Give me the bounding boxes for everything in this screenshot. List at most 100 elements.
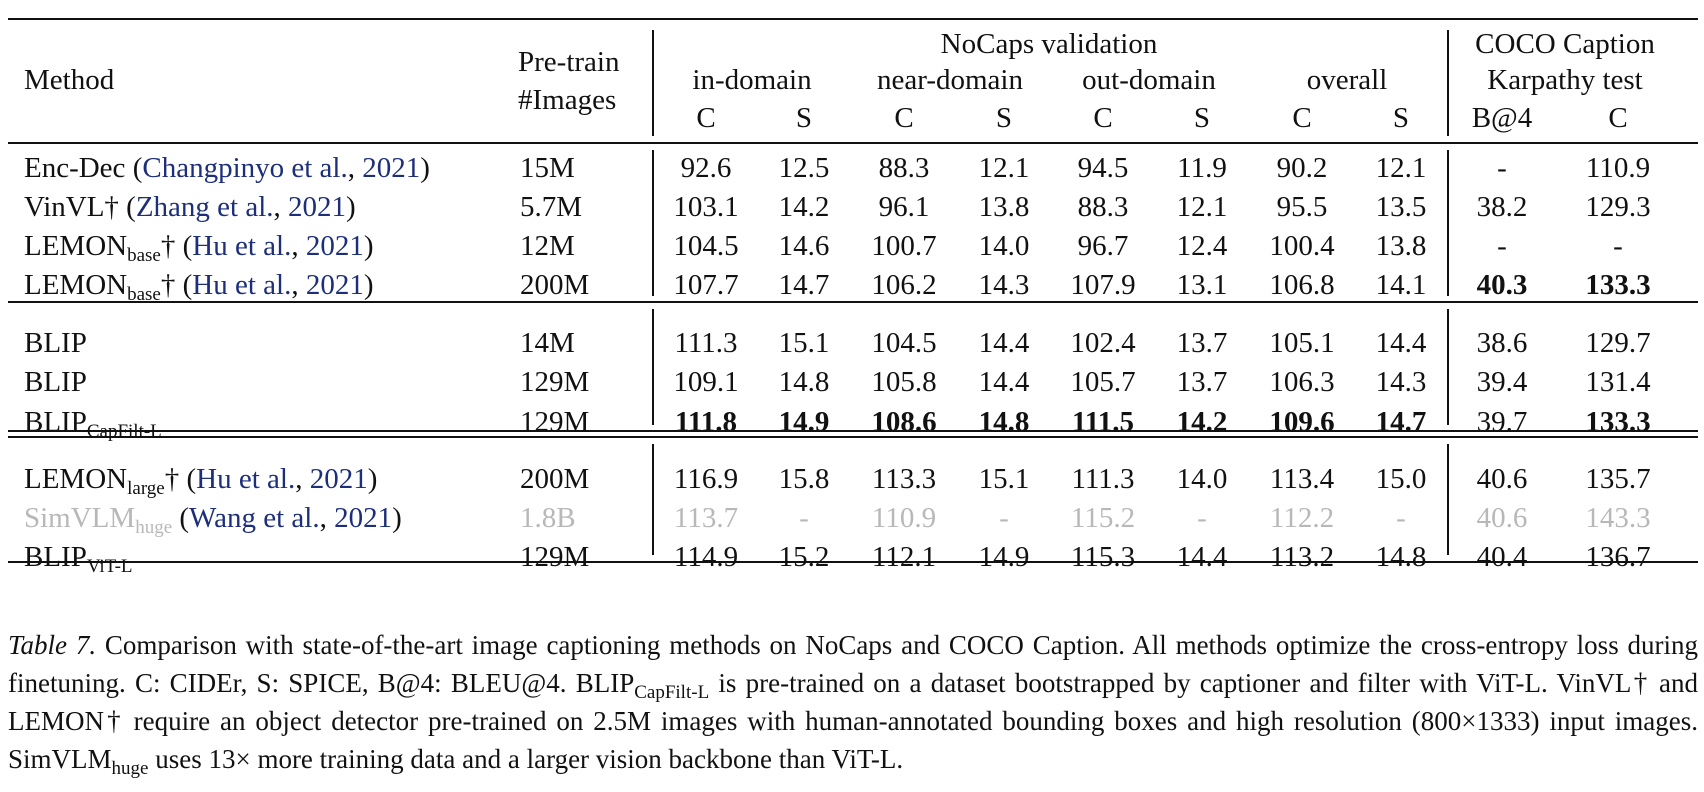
score-cell: 110.9: [1585, 152, 1651, 184]
score-cell: 113.7: [673, 502, 739, 534]
score-cell: 143.3: [1585, 502, 1651, 534]
score-cell: 104.5: [871, 327, 937, 359]
score-cell: 131.4: [1585, 366, 1651, 398]
header-pretrain-line2: #Images: [518, 84, 617, 116]
method-name: BLIP: [24, 327, 87, 359]
score-cell: 107.7: [673, 269, 739, 301]
method-dagger: †: [160, 230, 176, 262]
score-cell: 100.7: [871, 230, 937, 262]
pretrain-images-cell: 200M: [520, 269, 590, 301]
table-caption: Table 7. Comparison with state-of-the-ar…: [8, 626, 1698, 778]
score-cell: 108.6: [871, 406, 937, 438]
citation-paren: (: [172, 502, 190, 534]
citation-sep: ,: [273, 191, 289, 223]
method-subscript: large: [127, 478, 165, 499]
header-metric: C: [1292, 102, 1312, 134]
vline-pretrain-g3: [652, 444, 654, 555]
citation-paren: ): [420, 152, 430, 184]
header-pretrain-line1: Pre-train: [518, 46, 620, 78]
citation-year: 2021: [309, 463, 368, 495]
score-cell: 14.1: [1375, 269, 1427, 301]
citation-paren: (: [179, 463, 197, 495]
score-cell: 11.9: [1177, 152, 1227, 184]
score-cell: -: [799, 502, 809, 534]
score-cell: 115.3: [1070, 541, 1136, 573]
score-cell: 14.2: [1176, 406, 1228, 438]
method-cell: BLIPViT-L: [24, 539, 133, 576]
score-cell: 14.0: [978, 230, 1030, 262]
score-cell: 133.3: [1585, 269, 1651, 301]
score-cell: -: [1613, 230, 1623, 262]
header-metric: B@4: [1471, 102, 1533, 134]
method-name: Enc-Dec: [24, 152, 126, 184]
header-metric: C: [1608, 102, 1628, 134]
method-dagger: †: [160, 269, 176, 301]
pretrain-images-cell: 1.8B: [520, 502, 576, 534]
score-cell: 13.7: [1176, 327, 1228, 359]
score-cell: 109.6: [1269, 406, 1335, 438]
caption-label: Table 7.: [8, 630, 97, 660]
method-cell: BLIP: [24, 364, 87, 400]
header-metric: C: [1093, 102, 1113, 134]
method-name: BLIP: [24, 541, 87, 573]
score-cell: 90.2: [1276, 152, 1328, 184]
header-subgroup: overall: [1306, 64, 1388, 96]
score-cell: 88.3: [878, 152, 930, 184]
score-cell: 14.7: [778, 269, 830, 301]
method-name: BLIP: [24, 366, 87, 398]
caption-text: Comparison with state-of-the-art image c…: [8, 630, 1698, 698]
top-rule: [8, 18, 1698, 20]
score-cell: 102.4: [1070, 327, 1136, 359]
citation-year: 2021: [334, 502, 393, 534]
citation-paren: ): [363, 269, 374, 301]
method-name: BLIP: [24, 406, 87, 438]
score-cell: 111.3: [1071, 463, 1135, 495]
score-cell: 14.4: [1375, 327, 1427, 359]
score-cell: 115.2: [1070, 502, 1136, 534]
score-cell: 133.3: [1585, 406, 1651, 438]
header-metric: C: [894, 102, 914, 134]
vline-coco-g1: [1447, 150, 1449, 296]
method-dagger: †: [164, 463, 180, 495]
score-cell: 15.1: [778, 327, 830, 359]
citation-author: Zhang et al.: [135, 191, 274, 223]
score-cell: 14.4: [978, 327, 1030, 359]
method-cell: LEMONbase† (Hu et al., 2021): [24, 228, 374, 265]
citation-author: Wang et al.: [189, 502, 320, 534]
score-cell: 40.6: [1476, 502, 1528, 534]
header-method: Method: [24, 64, 115, 96]
score-cell: 111.5: [1071, 406, 1135, 438]
method-dagger: †: [104, 191, 119, 223]
score-cell: 14.8: [778, 366, 830, 398]
score-cell: 12.5: [778, 152, 830, 184]
score-cell: 100.4: [1269, 230, 1335, 262]
score-cell: 15.2: [778, 541, 830, 573]
score-cell: 39.4: [1476, 366, 1528, 398]
vline-coco-g2: [1447, 309, 1449, 425]
score-cell: 105.8: [871, 366, 937, 398]
score-cell: 92.6: [680, 152, 732, 184]
header-coco-line1: COCO Caption: [1475, 28, 1655, 60]
caption-text: is pre-trained on a dataset bootstrapped…: [8, 668, 1698, 774]
method-cell: LEMONlarge† (Hu et al., 2021): [24, 461, 377, 499]
score-cell: 14.8: [1375, 541, 1427, 573]
method-subscript: CapFilt-L: [86, 421, 162, 442]
pretrain-images-cell: 5.7M: [520, 191, 583, 223]
score-cell: -: [1197, 502, 1207, 534]
header-metric: S: [995, 102, 1013, 134]
method-cell: VinVL† (Zhang et al., 2021): [24, 189, 356, 225]
score-cell: 111.8: [674, 406, 738, 438]
score-cell: 95.5: [1276, 191, 1328, 223]
score-cell: 40.6: [1476, 463, 1528, 495]
score-cell: -: [1497, 152, 1507, 184]
method-name: VinVL: [24, 191, 105, 223]
group2-rule-b: [8, 436, 1698, 438]
citation-paren: ): [392, 502, 402, 534]
vline-coco-header: [1447, 30, 1449, 136]
caption-subscript: CapFilt-L: [634, 682, 710, 703]
score-cell: 15.1: [978, 463, 1030, 495]
score-cell: 13.5: [1375, 191, 1427, 223]
citation-author: Changpinyo et al.: [142, 152, 348, 184]
score-cell: 14.2: [778, 191, 830, 223]
